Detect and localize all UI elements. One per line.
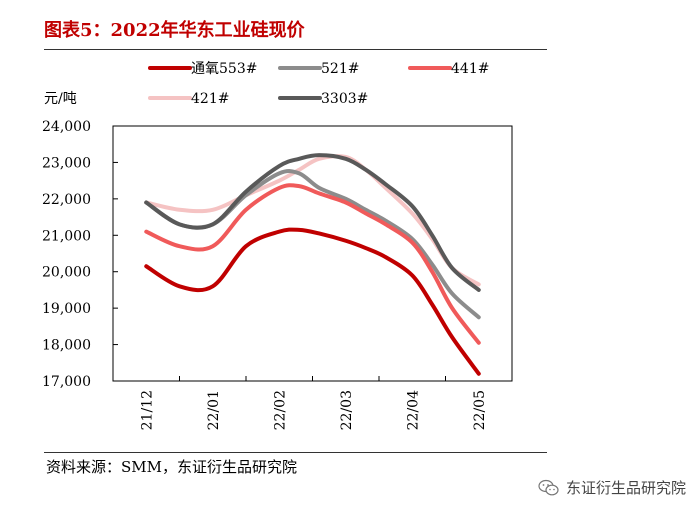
legend-label-2: 441# [451,61,489,77]
series-line-0 [144,227,481,376]
x-tick-label: 21/12 [139,390,155,430]
y-tick-label: 17,000 [42,374,91,390]
y-tick-label: 24,000 [42,119,91,135]
chart-legend: 通氧553# 521# 441# 421# 3303# [148,61,489,107]
x-axis: 21/12 22/01 22/02 22/03 22/04 22/05 [112,376,513,430]
y-axis: 17,000 18,000 19,000 20,000 21,000 22,000 23,0… [42,119,118,390]
x-tick-label: 22/01 [206,390,222,430]
source-note: 资料来源：SMM，东证衍生品研究院 [46,458,297,476]
y-tick-label: 21,000 [42,228,91,244]
legend-label-4: 3303# [321,91,368,107]
x-tick-label: 22/05 [472,390,488,430]
y-tick-label: 23,000 [42,155,91,171]
y-tick-label: 22,000 [42,192,91,208]
y-tick-label: 20,000 [42,265,91,281]
legend-label-0: 通氧553# [191,61,257,77]
y-tick-label: 19,000 [42,301,91,317]
plot-frame [112,125,513,382]
y-axis-label: 元/吨 [44,91,77,107]
legend-label-1: 521# [321,61,359,77]
x-tick-label: 22/04 [405,390,421,430]
title-rule [44,49,547,50]
y-tick-label: 18,000 [42,338,91,354]
x-tick-label: 22/02 [272,390,288,430]
wechat-icon [538,479,559,495]
series-line-1 [144,169,481,320]
chart-series [144,153,481,376]
watermark-text: 东证衍生品研究院 [565,479,686,497]
x-tick-label: 22/03 [339,390,355,430]
legend-label-3: 421# [191,91,229,107]
source-rule [44,452,547,453]
watermark: 东证衍生品研究院 [538,477,686,498]
series-line-2 [144,183,481,345]
chart-title: 图表5：2022年华东工业硅现价 [44,20,305,41]
series-line-4 [144,153,481,292]
